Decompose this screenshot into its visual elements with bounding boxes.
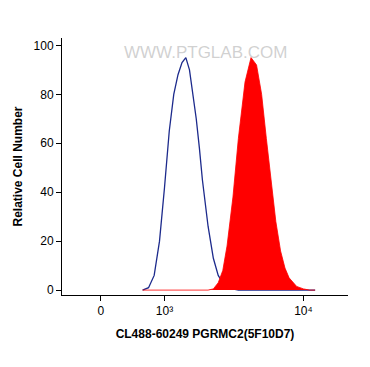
svg-text:80: 80 — [40, 88, 54, 102]
svg-text:20: 20 — [40, 234, 54, 248]
svg-text:0: 0 — [47, 283, 54, 297]
svg-text:0: 0 — [97, 304, 104, 318]
svg-text:10³: 10³ — [156, 304, 173, 318]
svg-text:Relative Cell Number: Relative Cell Number — [11, 106, 25, 226]
svg-text:100: 100 — [34, 39, 54, 53]
svg-text:40: 40 — [40, 185, 54, 199]
svg-text:CL488-60249 PGRMC2(5F10D7): CL488-60249 PGRMC2(5F10D7) — [116, 327, 295, 341]
svg-text:WWW.PTGLAB.COM: WWW.PTGLAB.COM — [124, 43, 287, 62]
svg-text:60: 60 — [40, 136, 54, 150]
svg-text:10⁴: 10⁴ — [294, 304, 313, 318]
